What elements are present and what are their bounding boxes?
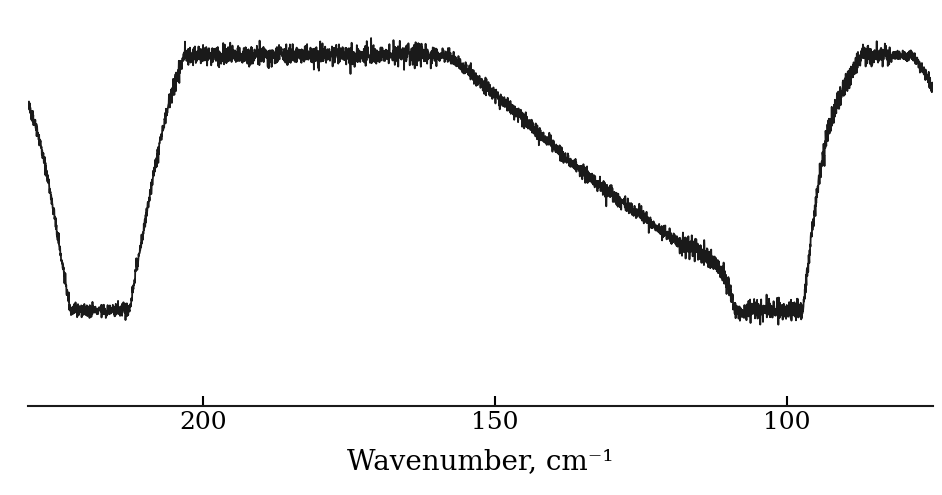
X-axis label: Wavenumber, cm⁻¹: Wavenumber, cm⁻¹ [348, 447, 613, 475]
